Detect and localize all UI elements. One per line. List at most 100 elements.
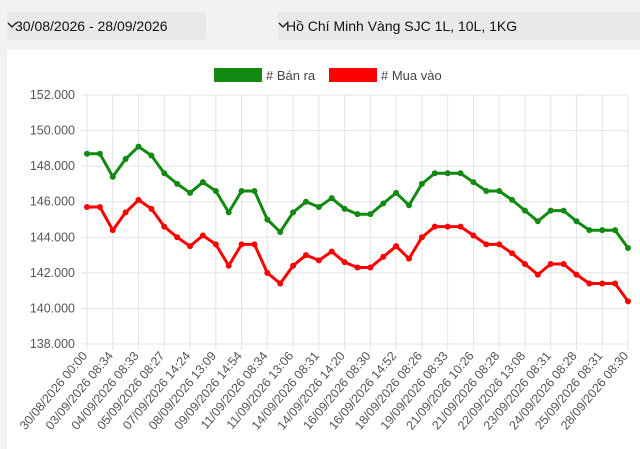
data-point: [612, 280, 619, 287]
data-point: [264, 269, 271, 276]
data-point: [380, 253, 387, 260]
y-tick-label: 150.000: [30, 124, 75, 138]
data-point: [277, 280, 284, 287]
y-tick-label: 148.000: [30, 159, 75, 173]
date-range-select[interactable]: 30/08/2026 - 28/09/2026: [7, 12, 206, 40]
y-tick-label: 138.000: [30, 337, 75, 351]
data-point: [122, 209, 129, 216]
data-point: [521, 207, 528, 214]
data-point: [483, 188, 490, 195]
data-point: [612, 227, 619, 234]
data-point: [393, 243, 400, 250]
data-point: [328, 195, 335, 202]
data-point: [547, 207, 554, 214]
data-point: [470, 232, 477, 239]
data-point: [625, 298, 631, 305]
data-point: [547, 260, 554, 267]
data-point: [341, 259, 348, 266]
data-point: [431, 223, 438, 230]
y-tick-label: 142.000: [30, 266, 75, 280]
data-point: [393, 189, 400, 196]
data-point: [380, 200, 387, 207]
data-point: [496, 188, 503, 195]
data-point: [135, 143, 142, 150]
data-point: [122, 156, 129, 163]
data-point: [135, 196, 142, 203]
price-chart-card: 138.000 140.000 142.000 144.000 146.000 148.0…: [7, 50, 640, 449]
data-point: [573, 218, 580, 225]
data-point: [225, 209, 232, 216]
data-point: [534, 218, 541, 225]
data-point: [302, 198, 309, 205]
gold-type-select[interactable]: Hồ Chí Minh Vàng SJC 1L, 10L, 1KG: [278, 12, 640, 40]
data-point: [84, 204, 90, 211]
data-point: [161, 170, 168, 177]
data-point: [521, 260, 528, 267]
data-point: [187, 189, 194, 196]
data-point: [367, 264, 374, 271]
y-tick-label: 152.000: [30, 88, 75, 102]
data-point: [174, 180, 181, 187]
data-point: [161, 223, 168, 230]
data-point: [509, 196, 516, 203]
data-point: [573, 271, 580, 278]
data-point: [444, 223, 451, 230]
data-point: [483, 241, 490, 248]
data-point: [212, 241, 219, 248]
data-point: [328, 248, 335, 255]
gold-type-value: Hồ Chí Minh Vàng SJC 1L, 10L, 1KG: [286, 18, 518, 34]
y-tick-label: 144.000: [30, 230, 75, 244]
legend-swatch: [214, 68, 262, 82]
legend-swatch: [329, 68, 377, 82]
data-point: [199, 232, 206, 239]
data-point: [341, 205, 348, 212]
data-point: [251, 188, 258, 195]
data-point: [418, 234, 425, 241]
data-point: [418, 180, 425, 187]
data-point: [534, 271, 541, 278]
data-point: [406, 202, 413, 209]
date-range-value: 30/08/2026 - 28/09/2026: [15, 18, 168, 34]
data-point: [599, 280, 606, 287]
data-point: [212, 188, 219, 195]
legend-label: # Bán ra: [266, 68, 316, 83]
data-point: [457, 170, 464, 177]
series-line-0: [87, 145, 630, 249]
data-point: [470, 179, 477, 186]
data-point: [354, 211, 361, 218]
data-point: [599, 227, 606, 234]
y-tick-label: 140.000: [30, 301, 75, 315]
data-point: [148, 205, 155, 212]
data-point: [264, 216, 271, 223]
data-point: [109, 227, 116, 234]
data-point: [251, 241, 258, 248]
data-point: [457, 223, 464, 230]
data-point: [84, 150, 90, 157]
data-point: [277, 228, 284, 235]
data-point: [148, 152, 155, 159]
price-line-chart: 138.000 140.000 142.000 144.000 146.000 148.0…: [17, 68, 631, 432]
data-point: [367, 211, 374, 218]
data-point: [560, 260, 567, 267]
data-point: [199, 179, 206, 186]
data-point: [560, 207, 567, 214]
chevron-down-icon: [278, 22, 288, 28]
legend-label: # Mua vào: [381, 68, 442, 83]
data-point: [238, 241, 245, 248]
data-point: [290, 209, 297, 216]
data-point: [315, 204, 322, 211]
data-point: [96, 150, 103, 157]
data-point: [431, 170, 438, 177]
data-point: [290, 262, 297, 269]
y-tick-label: 146.000: [30, 195, 75, 209]
data-point: [238, 188, 245, 195]
data-point: [625, 244, 631, 251]
data-point: [174, 234, 181, 241]
data-point: [509, 250, 516, 257]
data-point: [444, 170, 451, 177]
data-point: [586, 280, 593, 287]
chevron-down-icon: [7, 22, 17, 28]
data-point: [315, 257, 322, 264]
data-point: [225, 262, 232, 269]
data-point: [187, 243, 194, 250]
